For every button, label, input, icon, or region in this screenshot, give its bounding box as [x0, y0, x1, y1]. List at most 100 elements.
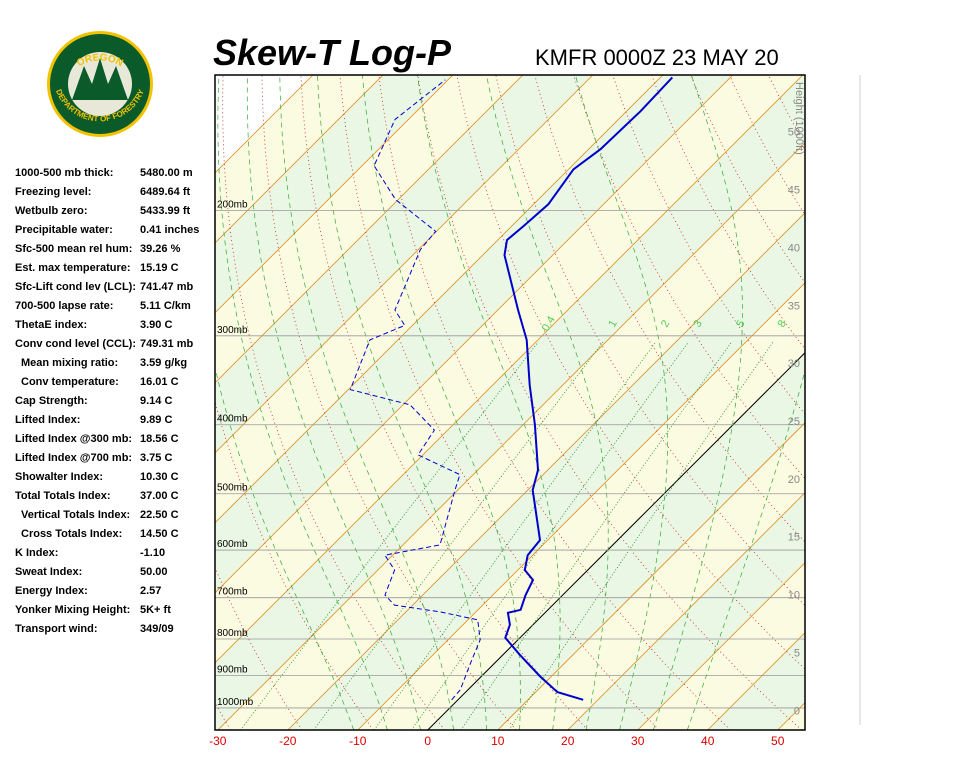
moist-adiabat [575, 75, 669, 730]
y2-tick-label: 50 [788, 127, 800, 139]
moist-adiabat [217, 75, 388, 730]
index-value: 14.50 C [140, 528, 179, 540]
index-value: 37.00 C [140, 490, 179, 502]
x-tick-label: -20 [279, 734, 297, 748]
index-label: Cross Totals Index: [21, 528, 122, 540]
index-label: Precipitable water: [15, 224, 113, 236]
index-value: 39.26 % [140, 243, 181, 255]
station: KMFR 0000Z 23 MAY 20 [535, 45, 779, 70]
isotherm [287, 212, 805, 730]
x-tick-label: 50 [771, 734, 785, 748]
index-label: 1000-500 mb thick: [15, 167, 113, 179]
index-label: Sfc-500 mean rel hum: [15, 243, 132, 255]
y2-tick-label: 45 [788, 185, 800, 197]
index-label: Yonker Mixing Height: [15, 604, 130, 616]
x-tick-label: -30 [209, 734, 227, 748]
isotherm [217, 142, 805, 730]
isotherm [215, 75, 664, 524]
index-value: 3.59 g/kg [140, 357, 187, 369]
moist-adiabat [246, 75, 421, 730]
x-tick-label: -10 [349, 734, 367, 748]
index-label: Sfc-Lift cond lev (LCL): [15, 281, 136, 293]
y-tick-label: 500mb [217, 483, 248, 494]
index-label: Freezing level: [15, 186, 91, 198]
plot-overlay: -30 -20 -10 0 10 20 30 40 50200mb300mb400mb500mb… [209, 82, 805, 748]
index-label: Energy Index: [15, 585, 88, 597]
isotherm [637, 562, 805, 730]
indices: 1000-500 mb thick: 5480.00 m Freezing leve… [15, 167, 199, 635]
moist-adiabat [279, 75, 454, 730]
mixing-ratio-line [460, 341, 732, 730]
mixing-ratio-label: 5 [734, 318, 747, 329]
index-value: 16.01 C [140, 376, 179, 388]
x-tick-label: 20 [561, 734, 575, 748]
index-label: Lifted Index: [15, 414, 80, 426]
index-label: Transport wind: [15, 623, 98, 635]
index-value: 5K+ ft [140, 604, 171, 616]
mixing-ratio-label: 8 [776, 318, 789, 329]
y2-tick-label: 30 [788, 358, 800, 370]
moist-adiabat [362, 75, 521, 730]
x-tick-label: 40 [701, 734, 715, 748]
y2-tick-label: 5 [794, 647, 800, 659]
isotherm [215, 75, 384, 244]
index-value: 5433.99 ft [140, 205, 190, 217]
index-label: 700-500 lapse rate: [15, 300, 113, 312]
y-tick-label: 300mb [217, 325, 248, 336]
index-value: 9.89 C [140, 414, 172, 426]
mixing-ratio-label: 1 [606, 318, 619, 329]
index-label: Conv temperature: [21, 376, 119, 388]
isotherm [215, 75, 804, 664]
isotherm [567, 492, 805, 730]
index-label: Est. max temperature: [15, 262, 131, 274]
index-value: 5480.00 m [140, 167, 193, 179]
index-value: 9.14 C [140, 395, 172, 407]
index-label: Wetbulb zero: [15, 205, 88, 217]
dry-adiabat [924, 75, 960, 730]
isotherm [848, 75, 960, 730]
index-value: -1.10 [140, 547, 165, 559]
y-tick-label: 700mb [217, 587, 248, 598]
y2-tick-label: 15 [788, 532, 800, 544]
mixing-ratio-line [240, 341, 539, 730]
plot-frame [214, 74, 806, 731]
moist-adiabat [486, 75, 609, 730]
y2-axis-label: Height (1000ft) [793, 82, 805, 155]
isotherm [497, 422, 805, 730]
index-value: 10.30 C [140, 471, 179, 483]
y-tick-label: 600mb [217, 539, 248, 550]
mixing-ratio-line [373, 341, 657, 730]
y2-tick-label: 20 [788, 474, 800, 486]
dry-adiabat [846, 75, 960, 730]
x-tick-label: 30 [631, 734, 645, 748]
index-value: 18.56 C [140, 433, 179, 445]
y2-tick-label: 25 [788, 416, 800, 428]
mixing-ratio-label: 3 [691, 318, 704, 329]
index-value: 22.50 C [140, 509, 179, 521]
y-tick-label: 900mb [217, 664, 248, 675]
mixing-ratio-line [313, 341, 604, 730]
index-value: 5.11 C/km [140, 300, 191, 312]
index-value: 3.75 C [140, 452, 172, 464]
index-value: 741.47 mb [140, 281, 193, 293]
moist-adiabat [686, 369, 805, 730]
index-label: Vertical Totals Index: [21, 509, 130, 521]
isotherm [215, 75, 524, 384]
index-label: Lifted Index @700 mb: [15, 452, 132, 464]
dry-adiabat [417, 75, 803, 730]
y-tick-label: 200mb [217, 200, 248, 211]
plot-area: 0.4 1 2 3 5 8 [215, 75, 960, 730]
index-label: K Index: [15, 547, 58, 559]
isotherm [215, 75, 734, 594]
index-value: 3.90 C [140, 319, 172, 331]
index-label: Sweat Index: [15, 566, 82, 578]
mixing-ratio-label: 2 [659, 318, 672, 329]
index-label: Conv cond level (CCL): [15, 338, 136, 350]
index-value: 15.19 C [140, 262, 179, 274]
index-value: 349/09 [140, 623, 174, 635]
index-value: 6489.64 ft [140, 186, 190, 198]
x-tick-label: 10 [491, 734, 505, 748]
temperature-profile [503, 76, 674, 701]
